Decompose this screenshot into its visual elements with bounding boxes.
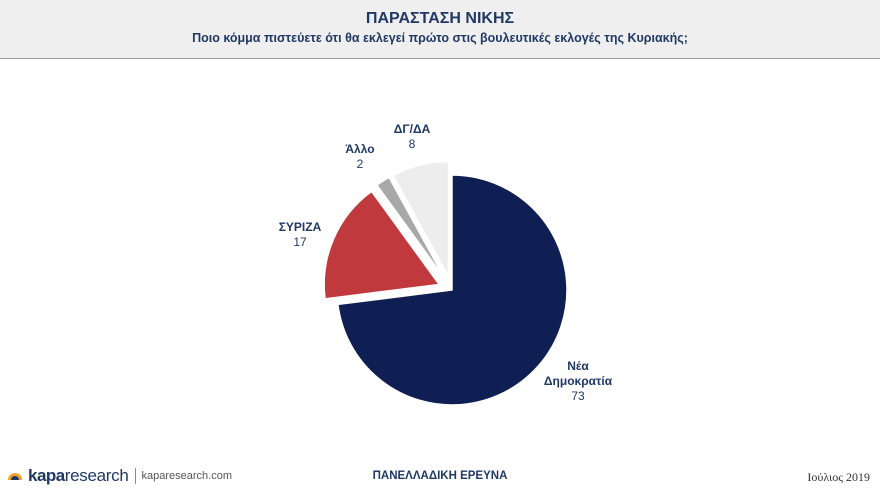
slice-value-syriza: 17 (293, 235, 307, 249)
slice-name-nea-dimokratia: Νέα (567, 359, 589, 373)
pie-slice-dg-da (392, 160, 450, 277)
logo-divider (134, 468, 136, 484)
slice-value-dg-da: 8 (409, 137, 416, 151)
survey-date: Ιούλιος 2019 (807, 470, 870, 484)
slice-name-dg-da: ΔΓ/ΔΑ (394, 122, 431, 136)
slice-name-nea-dimokratia: Δημοκρατία (544, 374, 613, 388)
slice-value-allo: 2 (357, 157, 364, 171)
website-text: kaparesearch.com (141, 470, 233, 482)
kapa-research-logo: kapa research kaparesearch.com (6, 466, 232, 486)
logo-brand-bold: kapa (28, 466, 65, 485)
slice-name-syriza: ΣΥΡΙΖΑ (279, 220, 322, 234)
pie-slice-allo (375, 176, 446, 279)
slice-label-dg-da: ΔΓ/ΔΑ8 (394, 122, 431, 151)
chart-subtitle: Ποιο κόμμα πιστεύετε ότι θα εκλεγεί πρώτ… (192, 31, 688, 45)
slice-value-nea-dimokratia: 73 (571, 389, 585, 403)
logo-brand-light: research (64, 466, 129, 485)
survey-type-label: ΠΑΝΕΛΛΑΔΙΚΗ ΕΡΕΥΝΑ (372, 470, 508, 482)
pie-slice-syriza (323, 190, 441, 300)
footer: kapa research kaparesearch.com ΠΑΝΕΛΛΑΔΙ… (0, 462, 880, 489)
slice-name-allo: Άλλο (345, 142, 374, 156)
pie-slice-nea-dimokratia (337, 174, 568, 406)
kapa-logo-icon (8, 473, 22, 480)
chart-title: ΠΑΡΑΣΤΑΣΗ ΝΙΚΗΣ (365, 10, 515, 27)
chart-header: ΠΑΡΑΣΤΑΣΗ ΝΙΚΗΣ Ποιο κόμμα πιστεύετε ότι… (0, 0, 880, 59)
